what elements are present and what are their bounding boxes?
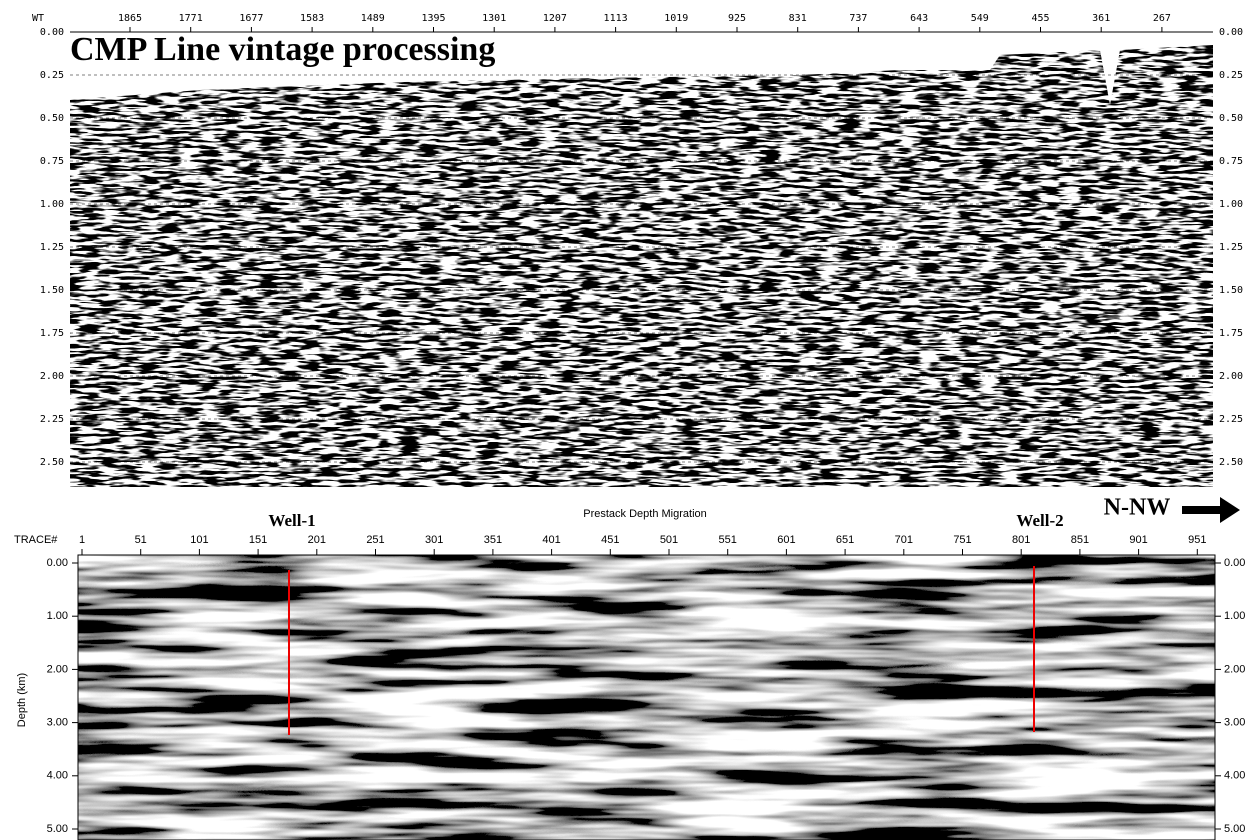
x-tick-label: 1865 — [118, 13, 142, 24]
seismic-section — [70, 32, 1213, 487]
y-tick-label: 3.00 — [47, 717, 68, 729]
y-tick-label: 4.00 — [47, 770, 68, 782]
x-tick-label: 1771 — [179, 13, 203, 24]
x-tick-label: 1301 — [482, 13, 506, 24]
frame — [77, 554, 1216, 840]
x-tick-label: 701 — [895, 534, 913, 546]
y-tick-label: 2.00 — [40, 371, 64, 382]
y-tick-label: 0.75 — [40, 156, 64, 167]
y-tick-label: 5.00 — [47, 823, 68, 835]
mask — [70, 32, 1213, 105]
x-tick-label: 951 — [1188, 534, 1206, 546]
y-tick-label: 1.00 — [1224, 610, 1245, 622]
panel-title: CMP Line vintage processing — [70, 31, 495, 68]
y-tick-label: 0.00 — [47, 557, 68, 569]
y-tick-label: 0.00 — [1219, 27, 1243, 38]
y-tick-label: 5.00 — [1224, 823, 1245, 835]
direction-arrow — [1182, 497, 1240, 523]
x-tick-label: 201 — [308, 534, 326, 546]
x-tick-label: 1019 — [664, 13, 688, 24]
x-tick-label: 501 — [660, 534, 678, 546]
migration-image — [78, 555, 1215, 840]
x-tick-label: 1395 — [421, 13, 445, 24]
y-tick-label: 0.50 — [40, 113, 64, 124]
y-tick-label: 1.50 — [40, 285, 64, 296]
y-tick-label: 1.00 — [1219, 199, 1243, 210]
x-tick-label: 1583 — [300, 13, 324, 24]
y-tick-label: 1.75 — [40, 328, 64, 339]
x-tick-label: 643 — [910, 13, 928, 24]
y-tick-label: 0.50 — [1219, 113, 1243, 124]
y-tick-label: 2.25 — [1219, 414, 1243, 425]
x-tick-label: 1677 — [239, 13, 263, 24]
x-tick-label: 267 — [1153, 13, 1171, 24]
x-tick-label: 549 — [971, 13, 989, 24]
x-tick-label: 101 — [190, 534, 208, 546]
y-tick-label: 0.00 — [1224, 557, 1245, 569]
y-tick-label: 0.00 — [40, 27, 64, 38]
y-tick-label: 4.00 — [1224, 770, 1245, 782]
x-tick-label: 301 — [425, 534, 443, 546]
well-label: Well-2 — [1016, 511, 1063, 530]
x-tick-label: 831 — [789, 13, 807, 24]
x-tick-label: 851 — [1071, 534, 1089, 546]
x-tick-label: 1 — [79, 534, 85, 546]
y-tick-label: 0.25 — [1219, 70, 1243, 81]
x-tick-label: 51 — [135, 534, 147, 546]
x-tick-label: 801 — [1012, 534, 1030, 546]
x-tick-label: 455 — [1031, 13, 1049, 24]
x-tick-label: 361 — [1092, 13, 1110, 24]
y-tick-label: 1.25 — [40, 242, 64, 253]
y-tick-label: 2.50 — [40, 457, 64, 468]
y-axis-label: Depth (km) — [16, 673, 28, 727]
x-tick-label: 551 — [719, 534, 737, 546]
x-tick-label: 251 — [366, 534, 384, 546]
corner-label: WT — [32, 13, 44, 24]
y-tick-label: 0.75 — [1219, 156, 1243, 167]
y-tick-label: 1.50 — [1219, 285, 1243, 296]
y-tick-label: 2.25 — [40, 414, 64, 425]
x-tick-label: 351 — [484, 534, 502, 546]
y-tick-label: 2.00 — [47, 663, 68, 675]
x-axis-label: TRACE# — [14, 534, 58, 546]
y-tick-label: 3.00 — [1224, 717, 1245, 729]
x-tick-label: 1113 — [604, 13, 628, 24]
y-tick-label: 2.50 — [1219, 457, 1243, 468]
y-tick-label: 1.00 — [40, 199, 64, 210]
x-tick-label: 401 — [542, 534, 560, 546]
direction-label: N-NW — [1104, 495, 1171, 521]
y-tick-label: 0.25 — [40, 70, 64, 81]
x-tick-label: 651 — [836, 534, 854, 546]
x-tick-label: 901 — [1129, 534, 1147, 546]
x-tick-label: 737 — [849, 13, 867, 24]
x-tick-label: 1489 — [361, 13, 385, 24]
y-tick-label: 2.00 — [1219, 371, 1243, 382]
panel-title: Prestack Depth Migration — [583, 508, 707, 520]
x-tick-label: 925 — [728, 13, 746, 24]
y-tick-label: 1.75 — [1219, 328, 1243, 339]
y-tick-label: 1.00 — [47, 610, 68, 622]
x-tick-label: 601 — [777, 534, 795, 546]
y-tick-label: 1.25 — [1219, 242, 1243, 253]
x-tick-label: 151 — [249, 534, 267, 546]
x-tick-label: 451 — [601, 534, 619, 546]
x-tick-label: 751 — [953, 534, 971, 546]
y-tick-label: 2.00 — [1224, 663, 1245, 675]
well-label: Well-1 — [268, 511, 315, 530]
x-tick-label: 1207 — [543, 13, 567, 24]
